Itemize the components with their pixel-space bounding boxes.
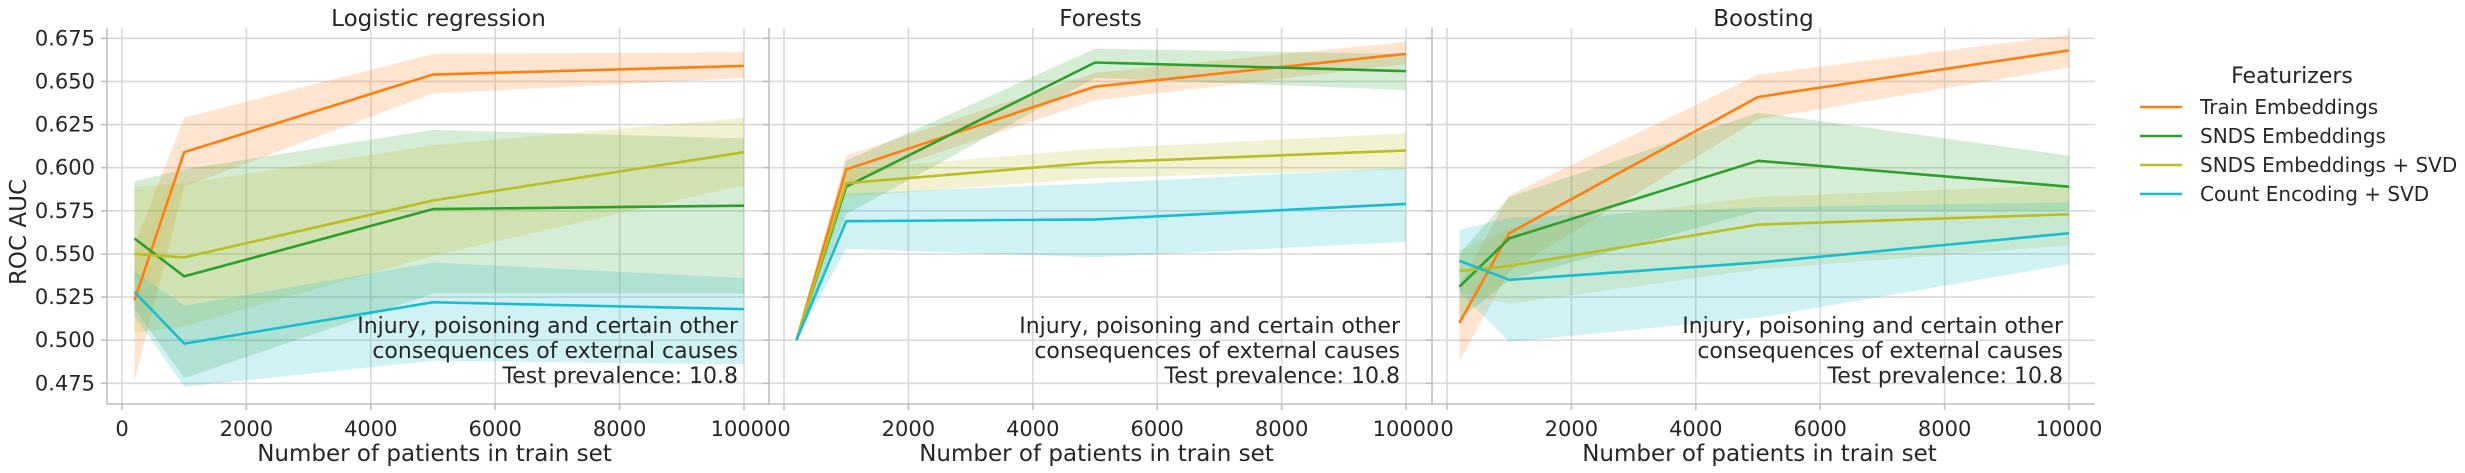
x-tick-label: 8000 (1918, 417, 1971, 441)
series-line-1 (1458, 159, 2070, 288)
legend-title: Featurizers (2231, 64, 2353, 89)
annotation-line: consequences of external causes (1034, 339, 1400, 364)
x-tick-label: 10000 (1373, 417, 1440, 441)
x-tick-label: 0 (1440, 417, 1453, 441)
panel-1: 0 2000 4000 6000 8000 10000 0.475 0.500 0.525 0.5… (35, 6, 778, 467)
panel-2: 0 2000 4000 6000 8000 10000 Forests Injury, poi… (763, 6, 1439, 467)
x-tick-label: 8000 (593, 417, 646, 441)
x-tick-label: 4000 (344, 417, 397, 441)
legend: Featurizers Train Embeddings SNDS Embeddi… (2140, 64, 2457, 206)
series-line-0 (795, 52, 1407, 341)
panel-3: 0 2000 4000 6000 8000 10000 Boosting Injury, po… (1426, 6, 2102, 467)
series-line-3 (133, 290, 745, 345)
y-tick-label: 0.625 (35, 113, 95, 137)
x-tick-label: 4000 (1669, 417, 1722, 441)
panel-title: Logistic regression (331, 6, 546, 32)
y-tick-label: 0.525 (35, 285, 95, 309)
confidence-band-3 (134, 262, 744, 387)
annotation-line: Test prevalence: 10.8 (502, 364, 739, 389)
series-line-1 (133, 204, 745, 278)
series-line-2 (134, 150, 745, 259)
x-tick-label: 6000 (1793, 417, 1846, 441)
annotation-line: consequences of external causes (372, 339, 738, 364)
legend-label-1: SNDS Embeddings (2200, 124, 2386, 148)
confidence-band-2 (1459, 184, 2069, 304)
annotation-line: Test prevalence: 10.8 (1827, 364, 2064, 389)
annotation-line: Injury, poisoning and certain other (1682, 314, 2064, 339)
series-line-2 (795, 149, 1407, 341)
annotation-line: Test prevalence: 10.8 (1164, 364, 1401, 389)
x-tick-label: 6000 (468, 417, 521, 441)
series-line-0 (1458, 49, 2070, 324)
x-axis-label: Number of patients in train set (919, 441, 1274, 467)
confidence-band-1 (796, 48, 1406, 341)
confidence-band-1 (134, 129, 744, 379)
y-axis-label: ROC AUC (6, 179, 32, 285)
series-line-2 (1459, 212, 2070, 273)
x-tick-label: 0 (777, 417, 790, 441)
x-tick-label: 0 (115, 417, 128, 441)
x-axis-label: Number of patients in train set (257, 441, 612, 467)
x-tick-label: 4000 (1006, 417, 1059, 441)
y-tick-label: 0.500 (35, 328, 95, 352)
x-tick-label: 2000 (1545, 417, 1598, 441)
confidence-band-0 (134, 52, 744, 382)
x-axis-label: Number of patients in train set (1582, 441, 1937, 467)
panel-title: Forests (1059, 6, 1142, 32)
y-tick-label: 0.575 (35, 199, 95, 223)
y-tick-label: 0.475 (35, 371, 95, 395)
x-tick-label: 8000 (1255, 417, 1308, 441)
x-tick-label: 10000 (2036, 417, 2103, 441)
x-tick-label: 6000 (1130, 417, 1183, 441)
y-tick-label: 0.675 (35, 26, 95, 50)
x-tick-label: 2000 (882, 417, 935, 441)
annotation-line: consequences of external causes (1697, 339, 2063, 364)
series-line-3 (795, 202, 1407, 341)
chart-panels: 0 2000 4000 6000 8000 10000 0.475 0.500 0.525 0.5… (35, 6, 2103, 467)
confidence-band-0 (1459, 34, 2069, 361)
annotation-line: Injury, poisoning and certain other (357, 314, 739, 339)
series-line-3 (1458, 231, 2070, 282)
confidence-band-2 (796, 133, 1406, 341)
annotation-line: Injury, poisoning and certain other (1019, 314, 1401, 339)
legend-label-3: Count Encoding + SVD (2200, 182, 2429, 206)
confidence-band-2 (134, 117, 744, 334)
panel-title: Boosting (1713, 6, 1814, 32)
confidence-band-3 (1459, 202, 2069, 342)
x-tick-label: 2000 (220, 417, 273, 441)
confidence-band-1 (1459, 112, 2069, 320)
y-tick-label: 0.550 (35, 242, 95, 266)
legend-entries: Train Embeddings SNDS Embeddings SNDS Embe… (2140, 95, 2457, 206)
legend-label-0: Train Embeddings (2199, 95, 2378, 119)
y-tick-label: 0.650 (35, 69, 95, 93)
y-tick-label: 0.600 (35, 156, 95, 180)
legend-label-2: SNDS Embeddings + SVD (2200, 153, 2457, 177)
series-line-0 (133, 64, 745, 301)
x-tick-label: 10000 (711, 417, 778, 441)
